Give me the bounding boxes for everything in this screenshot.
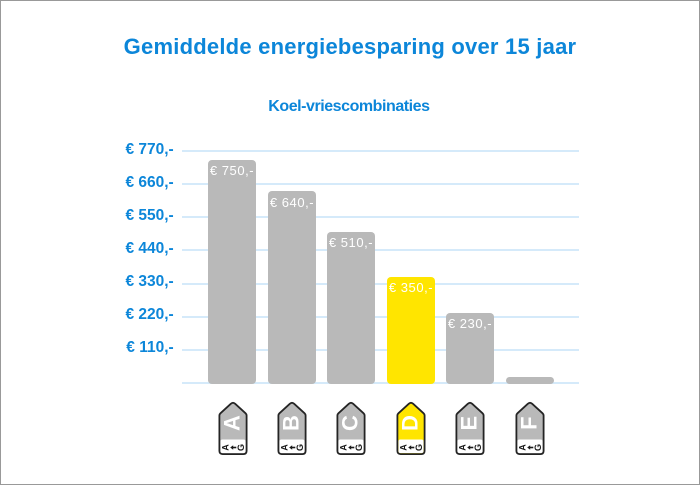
svg-text:A: A bbox=[339, 444, 349, 451]
svg-text:C: C bbox=[338, 415, 363, 431]
svg-text:E: E bbox=[457, 416, 482, 431]
svg-text:A: A bbox=[220, 444, 230, 451]
svg-text:A: A bbox=[219, 415, 244, 431]
svg-text:G: G bbox=[473, 444, 483, 451]
svg-text:A: A bbox=[279, 444, 289, 451]
svg-text:G: G bbox=[295, 444, 305, 451]
svg-text:F: F bbox=[516, 416, 541, 429]
svg-text:B: B bbox=[279, 415, 304, 431]
svg-text:G: G bbox=[236, 444, 246, 451]
svg-text:D: D bbox=[397, 415, 422, 431]
svg-text:G: G bbox=[533, 444, 543, 451]
svg-text:G: G bbox=[354, 444, 364, 451]
svg-text:A: A bbox=[398, 444, 408, 451]
svg-text:A: A bbox=[457, 444, 467, 451]
svg-text:G: G bbox=[414, 444, 424, 451]
svg-text:A: A bbox=[517, 444, 527, 451]
